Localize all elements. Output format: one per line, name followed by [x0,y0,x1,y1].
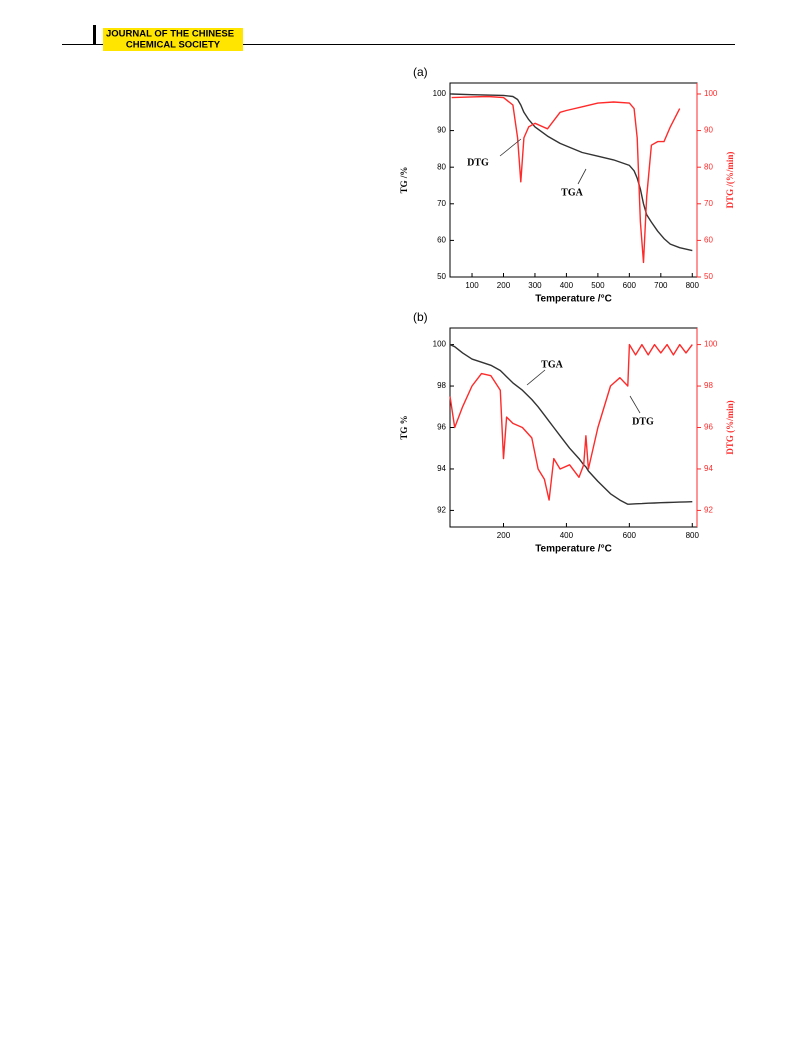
panel-label: (b) [413,310,428,324]
x-tick-label: 200 [497,531,511,540]
x-tick-label: 200 [497,281,511,290]
y-tick-label: 90 [437,126,446,135]
series-line [449,343,693,505]
x-tick-label: 100 [465,281,479,290]
series-line [449,343,693,501]
y2-tick-label: 94 [704,464,713,473]
series-line [451,95,681,264]
series-line [451,93,693,252]
x-tick-label: 500 [591,281,605,290]
y-tick-label: 96 [437,423,446,432]
x-tick-label: 800 [686,281,700,290]
y-tick-label: 70 [437,199,446,208]
y-tick-label: 80 [437,162,446,171]
y2-tick-label: 100 [704,89,718,98]
y-tick-label: 100 [433,340,447,349]
annotation-leader [499,138,522,157]
journal-badge [103,28,243,51]
x-tick-label: 800 [686,531,700,540]
y-axis-title: TG /% [399,167,409,194]
y2-tick-label: 90 [704,126,713,135]
annotation: TGA [561,187,583,198]
journal-name: CHEMICAL SOCIETY [126,40,221,51]
header-bar [93,25,96,45]
journal-name: JOURNAL OF THE CHINESE [106,29,234,40]
x-tick-label: 600 [623,281,637,290]
y-tick-label: 60 [437,236,446,245]
y-tick-label: 92 [437,506,446,515]
annotation: DTG [467,157,489,168]
annotation: DTG [632,416,654,427]
y-tick-label: 100 [433,89,447,98]
plot-frame [449,82,698,278]
y2-tick-label: 96 [704,423,713,432]
x-axis-title: Temperature /°C [535,544,612,555]
x-tick-label: 600 [623,531,637,540]
y-tick-label: 98 [437,381,446,390]
x-axis-title: Temperature /°C [535,294,612,305]
annotation-leader [629,395,641,414]
annotation: TGA [541,359,563,370]
y2-tick-label: 50 [704,272,713,281]
annotation-leader [526,369,546,386]
x-tick-label: 700 [654,281,668,290]
y2-tick-label: 70 [704,199,713,208]
x-tick-label: 400 [560,281,574,290]
panel-label: (a) [413,65,428,79]
x-tick-label: 300 [528,281,542,290]
y2-tick-label: 60 [704,236,713,245]
y2-tick-label: 98 [704,381,713,390]
y2-tick-label: 100 [704,340,718,349]
y2-tick-label: 92 [704,506,713,515]
y-tick-label: 50 [437,272,446,281]
y2-axis-title: DTG /(%/min) [725,152,735,209]
y2-tick-label: 80 [704,162,713,171]
annotation-leader [577,168,587,185]
plot-frame [449,327,698,528]
x-tick-label: 400 [560,531,574,540]
y2-axis-title: DTG (%/min) [725,400,735,454]
y-tick-label: 94 [437,464,446,473]
y-axis-title: TG % [399,415,409,439]
